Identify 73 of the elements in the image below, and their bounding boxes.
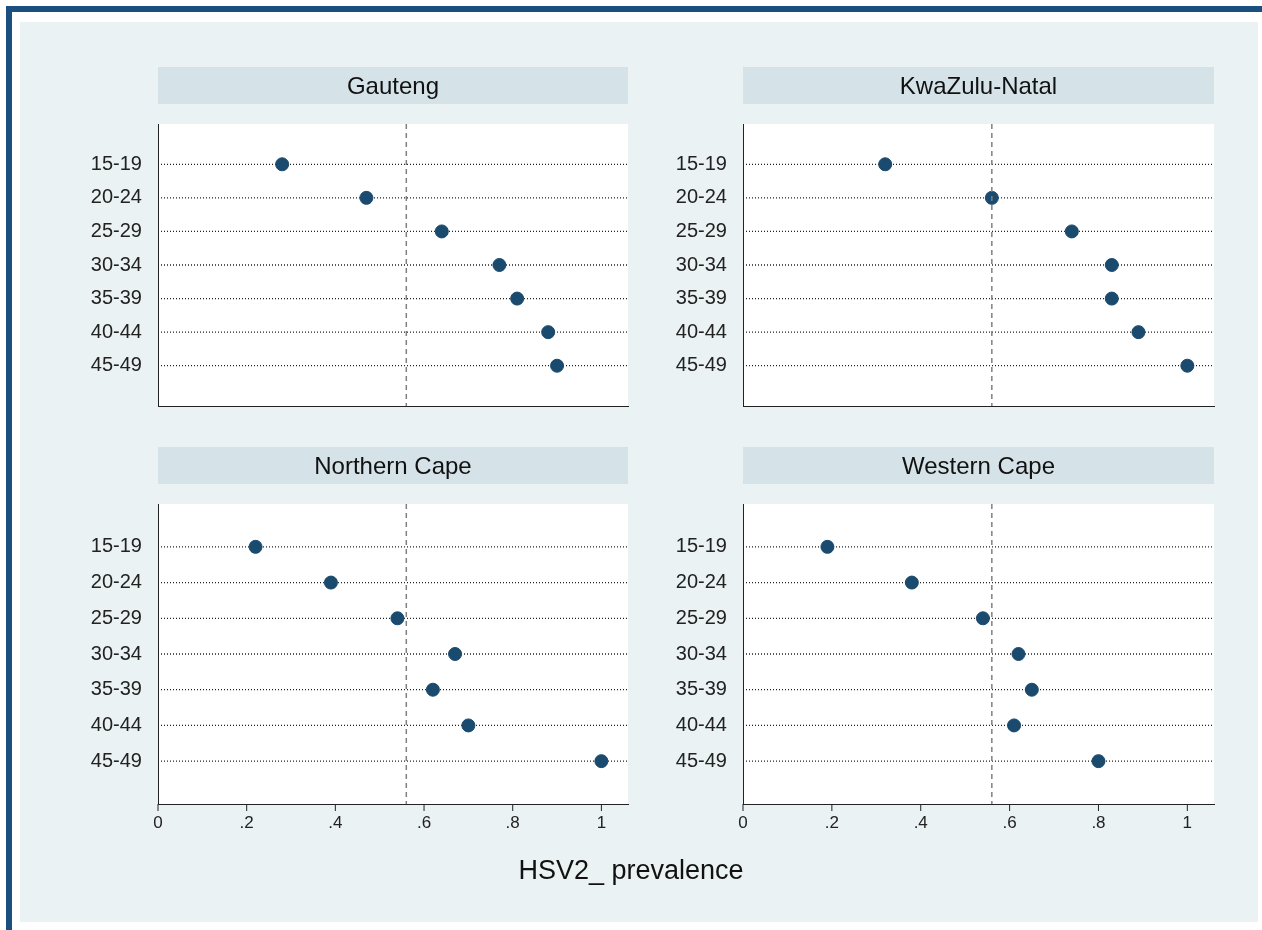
- point: [1104, 258, 1119, 272]
- y-tick-label: 35-39: [675, 677, 727, 700]
- point: [1180, 358, 1195, 373]
- y-tick-label: 45-49: [90, 748, 142, 771]
- x-tick-label: .6: [416, 813, 432, 833]
- point: [820, 539, 835, 554]
- y-tick-label: 35-39: [675, 286, 727, 309]
- y-tick-label: 25-29: [675, 605, 727, 628]
- x-tick-label: 0: [738, 813, 748, 833]
- y-tick-label: 40-44: [675, 712, 727, 735]
- x-tick-label: 0: [153, 813, 163, 833]
- point: [1104, 291, 1119, 306]
- point: [323, 575, 338, 590]
- y-tick-label: 25-29: [90, 605, 142, 628]
- y-tick-label: 30-34: [90, 252, 142, 275]
- x-tick-label: .2: [239, 813, 254, 833]
- y-tick-label: 15-19: [90, 534, 142, 557]
- y-tick-label: 20-24: [90, 185, 142, 208]
- point: [1064, 224, 1079, 239]
- x-axis-title: HSV2_ prevalence: [517, 855, 745, 886]
- y-tick-label: 15-19: [675, 151, 727, 174]
- y-tick-label: 30-34: [675, 252, 727, 275]
- y-tick-label: 45-49: [675, 748, 727, 771]
- point: [541, 325, 556, 340]
- x-tick-label: .6: [1002, 813, 1017, 833]
- y-tick-label: 45-49: [90, 353, 142, 376]
- y-tick-label: 40-44: [675, 319, 727, 342]
- y-tick-label: 40-44: [90, 319, 142, 342]
- y-tick-label: 20-24: [675, 570, 727, 593]
- x-tick-label: .8: [1091, 813, 1106, 833]
- chart-title: KwaZulu-Natal: [743, 67, 1214, 104]
- point: [878, 157, 893, 172]
- y-tick-label: 25-29: [90, 218, 142, 241]
- x-tick-label: 1: [1182, 813, 1193, 833]
- point: [248, 539, 263, 554]
- point: [975, 611, 990, 626]
- point: [434, 224, 449, 239]
- point: [359, 190, 374, 205]
- x-tick-label: .2: [824, 813, 839, 833]
- point: [461, 718, 476, 733]
- y-tick-label: 30-34: [675, 641, 727, 664]
- point: [492, 258, 507, 272]
- chart-title: Western Cape: [743, 447, 1214, 484]
- point: [550, 358, 565, 373]
- x-tick-label: .4: [328, 813, 343, 833]
- y-tick-label: 45-49: [675, 353, 727, 376]
- y-tick-label: 15-19: [90, 151, 142, 174]
- y-tick-label: 15-19: [675, 534, 727, 557]
- point: [425, 682, 440, 697]
- point: [390, 611, 405, 626]
- point: [510, 291, 525, 306]
- y-tick-label: 40-44: [90, 712, 142, 735]
- y-tick-label: 35-39: [90, 286, 142, 309]
- point: [275, 157, 290, 172]
- chart-title: Gauteng: [158, 67, 628, 104]
- x-tick-label: .8: [505, 813, 520, 833]
- chart-title: Northern Cape: [158, 447, 628, 484]
- point: [594, 754, 609, 769]
- point: [448, 647, 463, 661]
- point: [984, 190, 999, 205]
- y-tick-label: 20-24: [675, 185, 727, 208]
- point: [904, 575, 919, 590]
- point: [1007, 718, 1022, 733]
- y-tick-label: 20-24: [90, 570, 142, 593]
- y-tick-label: 25-29: [675, 218, 727, 241]
- y-tick-label: 30-34: [90, 641, 142, 664]
- point: [1131, 325, 1146, 340]
- x-tick-label: 1: [596, 813, 607, 833]
- x-tick-label: .4: [913, 813, 928, 833]
- point: [1011, 647, 1026, 661]
- point: [1091, 754, 1106, 769]
- point: [1024, 682, 1039, 697]
- y-tick-label: 35-39: [90, 677, 142, 700]
